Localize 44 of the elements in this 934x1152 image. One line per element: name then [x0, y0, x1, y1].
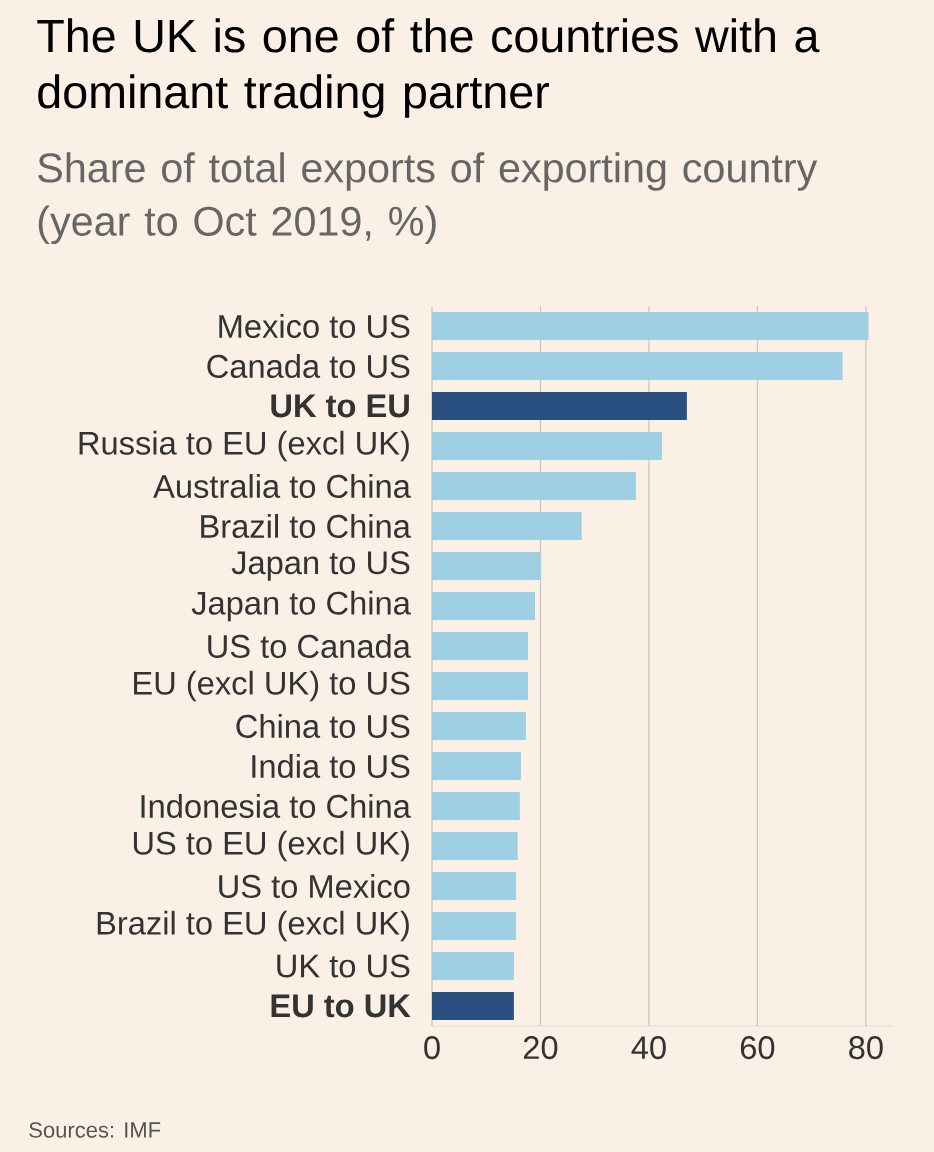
- bar: [431, 912, 517, 940]
- source-note: Sources: IMF: [29, 1122, 161, 1138]
- x-tick-label: 80: [849, 1036, 883, 1060]
- y-tick-label: Russia to EU (excl UK): [79, 430, 409, 462]
- bar: [431, 792, 520, 820]
- bar: [431, 432, 662, 460]
- y-tick-label: US to EU (excl UK): [133, 830, 409, 862]
- bar: [431, 832, 518, 860]
- y-tick-label: EU to UK: [271, 994, 411, 1018]
- bar: [431, 872, 517, 900]
- y-tick-label: India to US: [252, 754, 410, 778]
- bar: [431, 712, 526, 740]
- bar: [431, 672, 528, 700]
- x-tick-label: 20: [523, 1036, 558, 1060]
- bar: [431, 952, 514, 980]
- bar: [431, 512, 582, 540]
- y-tick-label: Mexico to US: [219, 314, 410, 338]
- chart-subtitle: Share of total exports of exporting country (year to Oct 2019, %): [38, 152, 818, 245]
- y-tick-label: Japan to US: [231, 551, 410, 581]
- y-tick-label: Canada to US: [207, 354, 410, 378]
- bar: [431, 752, 521, 780]
- y-tick-label: Brazil to China: [201, 514, 411, 538]
- y-tick-label: UK to US: [277, 954, 410, 978]
- chart-title: The UK is one of the countries with a dominant trading partner: [37, 18, 820, 118]
- bar: [431, 392, 687, 420]
- y-tick-label: EU (excl UK) to US: [134, 670, 410, 702]
- bar: [431, 472, 636, 500]
- y-tick-label: UK to EU: [271, 394, 409, 418]
- y-tick-label: Japan to China: [191, 590, 411, 622]
- y-tick-label: Indonesia to China: [141, 794, 411, 818]
- x-tick-label: 40: [631, 1036, 666, 1060]
- y-tick-label: US to Canada: [208, 634, 411, 658]
- bar: [431, 632, 528, 660]
- y-tick-label: Brazil to EU (excl UK): [97, 910, 409, 942]
- bar: [431, 592, 536, 620]
- x-tick-label: 0: [424, 1036, 440, 1060]
- y-tick-label: Australia to China: [153, 474, 411, 498]
- y-tick-label: China to US: [236, 714, 410, 738]
- bar: [431, 552, 541, 580]
- x-tick-label: 60: [740, 1036, 775, 1060]
- bar: [431, 352, 843, 380]
- bar: [431, 312, 869, 340]
- y-tick-label: US to Mexico: [219, 874, 410, 898]
- bar: [431, 992, 514, 1020]
